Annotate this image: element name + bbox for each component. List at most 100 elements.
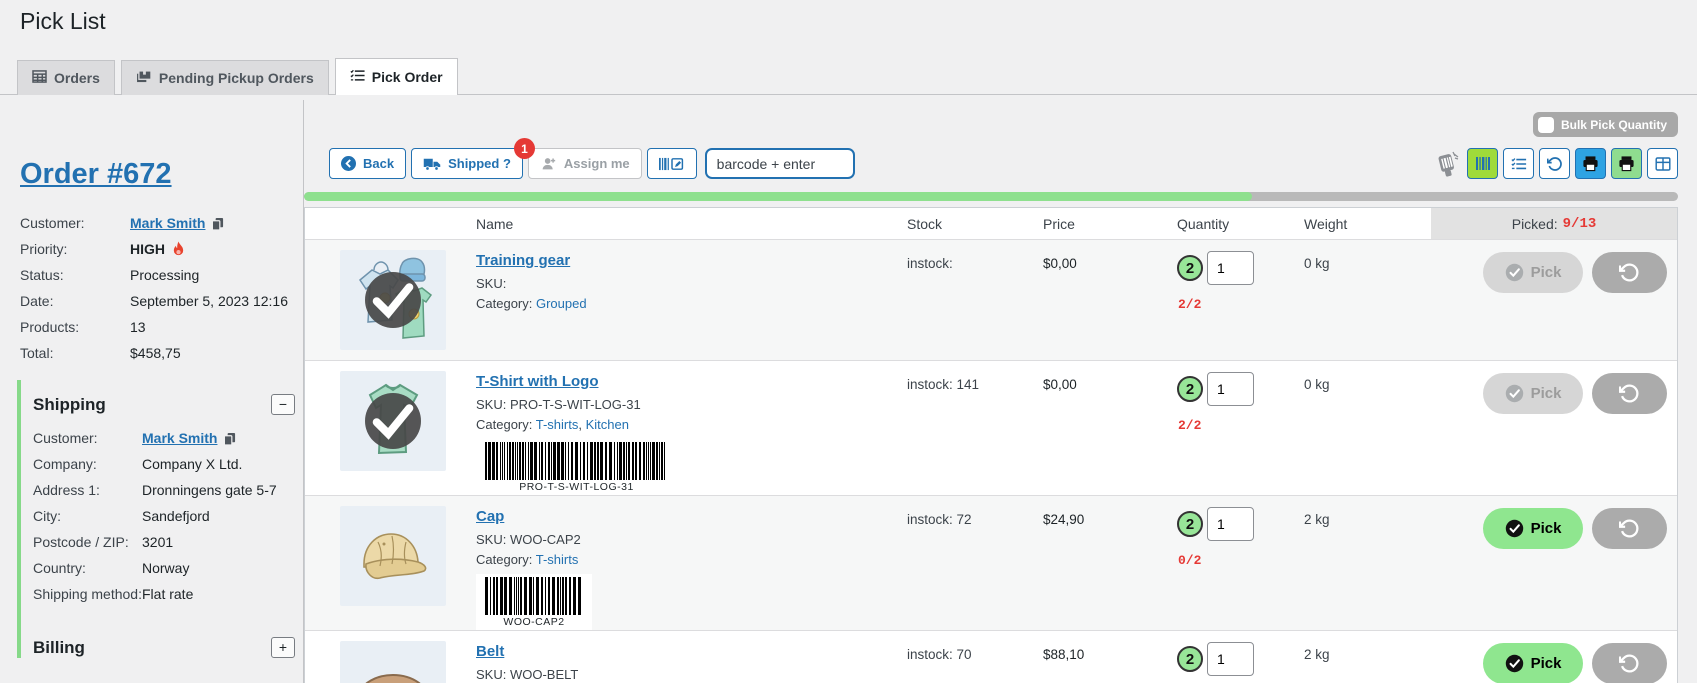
col-picked: Picked: 9/13 [1431,208,1677,239]
product-image [340,641,446,683]
quantity-input[interactable] [1207,372,1254,406]
tab-orders[interactable]: Orders [17,60,115,95]
col-stock: Stock [907,215,943,232]
toolbar-right-icons [1430,148,1678,179]
product-categories: Category: T-shirts [476,552,579,567]
barcode-input[interactable] [704,148,855,179]
category-link[interactable]: Kitchen [585,417,629,432]
assign-me-button[interactable]: Assign me [527,148,642,179]
products-table: Name Stock Price Quantity Weight Picked:… [304,207,1678,683]
undo-pick-button[interactable] [1592,252,1667,293]
product-sku: SKU: WOO-CAP2 [476,532,581,547]
pick-list-view-button[interactable] [1503,148,1534,179]
pick-actions-cell: Pick [1431,240,1677,360]
category-link[interactable]: T-shirts [535,417,579,432]
undo-pick-button[interactable] [1592,508,1667,549]
bulk-pick-label: Bulk Pick Quantity [1560,117,1667,132]
order-sidebar: Order #672 Customer: Mark Smith Priority: H… [0,100,304,683]
product-info-cell: Cap SKU: WOO-CAP2 Category: T-shirts WOO-CA… [476,496,907,630]
order-field: Total: $458,75 [20,345,295,362]
shipping-field-value: Flat rate [142,586,194,602]
pick-button[interactable]: Pick [1483,508,1583,549]
shipping-collapse-button[interactable]: − [271,394,295,415]
product-name-link[interactable]: Cap [476,508,505,525]
order-number-link[interactable]: Order #672 [20,158,172,190]
weight-cell: 0 kg [1304,256,1330,271]
pick-button-label: Pick [1530,264,1562,281]
order-field: Products: 13 [20,319,295,336]
order-field-label: Products: [20,319,80,335]
back-icon [341,156,356,171]
shipping-field: Country: Norway [33,560,295,577]
product-name-link[interactable]: Belt [476,643,505,660]
product-row: T-Shirt with Logo SKU: PRO-T-S-WIT-LOG-31… [305,360,1677,495]
category-link[interactable]: T-shirts [535,552,579,567]
stock-cell: instock: [907,256,953,271]
quantity-input[interactable] [1207,642,1254,676]
shipping-field: Shipping method: Flat rate [33,586,295,603]
shipping-field-label: City: [33,508,61,524]
undo-icon [1619,519,1639,538]
print-button[interactable] [1575,148,1606,179]
printer-icon [1583,156,1598,172]
pick-list-icon [350,69,365,85]
undo-icon [1619,263,1639,282]
order-field: Status: Processing [20,267,295,284]
bulk-pick-quantity-toggle[interactable]: Bulk Pick Quantity [1532,112,1678,137]
person-plus-icon [542,158,556,170]
shipped-count-badge: 1 [513,138,535,159]
priority-flame-icon [173,241,184,256]
product-row: Training gear SKU: Category: Grouped instoc… [305,239,1677,360]
address-panel: Shipping − Customer: Mark Smith Company: Co… [17,380,295,658]
tab-label: Orders [54,70,100,86]
billing-expand-button[interactable]: + [271,637,295,658]
col-quantity: Quantity [1177,215,1230,232]
copy-icon[interactable] [223,432,236,446]
tab-pick-order[interactable]: Pick Order [334,58,458,95]
shipped-button[interactable]: Shipped ? 1 [411,138,535,179]
pick-actions-cell: Pick [1431,361,1677,495]
grid-icon [1654,156,1671,171]
copy-icon[interactable] [211,217,224,231]
pick-button[interactable]: Pick [1483,643,1583,683]
pick-button-label: Pick [1530,520,1562,537]
customer-link[interactable]: Mark Smith [142,430,218,446]
barcode-edit-icon [658,157,683,170]
product-barcode: WOO-CAP2 [476,574,592,630]
picked-ratio: 0/2 [1178,553,1202,568]
table-view-button[interactable] [1647,148,1678,179]
order-field-label: Status: [20,267,64,283]
scan-mode-button[interactable] [1467,148,1498,179]
product-name-link[interactable]: Training gear [476,252,571,269]
print-picked-button[interactable] [1611,148,1642,179]
customer-link[interactable]: Mark Smith [130,215,206,231]
quantity-cell: 2 0/2 [1177,496,1304,630]
back-button[interactable]: Back [329,148,407,179]
quantity-cell: 2 2/2 [1177,361,1304,495]
order-field-value: September 5, 2023 12:16 [130,293,289,309]
quantity-input[interactable] [1207,507,1254,541]
product-name-link[interactable]: T-Shirt with Logo [476,373,599,390]
bulk-pick-checkbox[interactable] [1537,116,1554,133]
undo-pick-button[interactable] [1592,373,1667,414]
shipping-field-label: Country: [33,560,86,576]
toolbar: Back Shipped ? 1 Assign me [304,100,1678,179]
shipping-heading: Shipping [33,394,106,414]
picked-count: 9/13 [1562,215,1597,232]
product-sku: SKU: WOO-BELT [476,667,579,682]
undo-pick-button[interactable] [1592,643,1667,683]
price-cell: $88,10 [1043,647,1085,662]
picked-check-overlay [365,393,421,449]
product-image [340,371,446,471]
tab-pending-pickup-orders[interactable]: Pending Pickup Orders [120,60,329,95]
reset-button[interactable] [1539,148,1570,179]
shipping-field: Company: Company X Ltd. [33,456,295,473]
shipping-field-value: Norway [142,560,190,576]
page-title: Pick List [20,8,106,34]
edit-barcode-button[interactable] [646,148,697,179]
order-field-value: Processing [130,267,200,283]
quantity-input[interactable] [1207,251,1254,285]
category-link[interactable]: Grouped [535,296,587,311]
pick-actions-cell: Pick [1431,496,1677,630]
